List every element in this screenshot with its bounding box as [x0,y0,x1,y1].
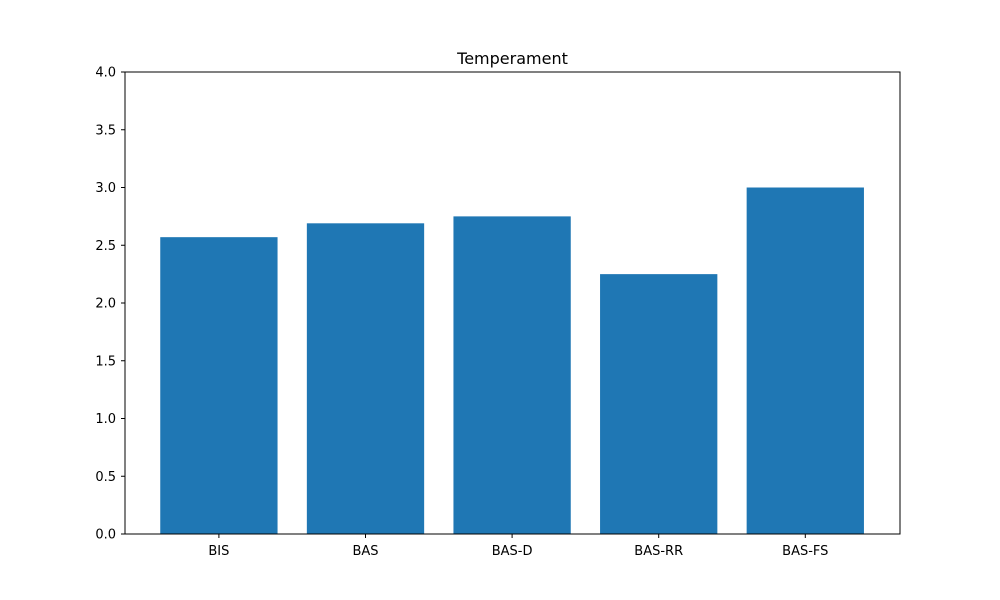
y-axis: 0.0 0.5 1.0 1.5 2.0 2.5 3.0 3.5 4.0 [95,66,125,543]
plot-area-frame [124,71,901,535]
y-tick-label: 2.5 [95,239,116,254]
x-tick-label: BIS [208,544,229,559]
y-tick-label: 4.0 [95,66,116,81]
bar-bas-fs [746,187,864,534]
x-tick-label: BAS-D [492,544,533,559]
bars-layer [160,187,864,535]
y-tick-label: 3.0 [95,181,116,196]
bar-bas-d [453,216,571,535]
x-tick-label: BAS-RR [634,544,683,559]
y-tick-label: 2.0 [95,297,116,312]
x-tick-label: BAS [352,544,378,559]
bar-bis [160,237,278,535]
y-tick-label: 1.0 [95,412,116,427]
x-tick-label: BAS-FS [782,544,828,559]
y-tick-label: 0.0 [95,528,116,543]
bar-bas [306,223,425,534]
x-axis: BIS BAS BAS-D BAS-RR BAS-FS [208,534,828,559]
y-tick-label: 3.5 [95,123,116,138]
chart-title: Temperament [456,49,568,68]
bar-bas-rr [600,274,718,535]
y-tick-label: 1.5 [95,354,116,369]
y-tick-label: 0.5 [95,470,116,485]
